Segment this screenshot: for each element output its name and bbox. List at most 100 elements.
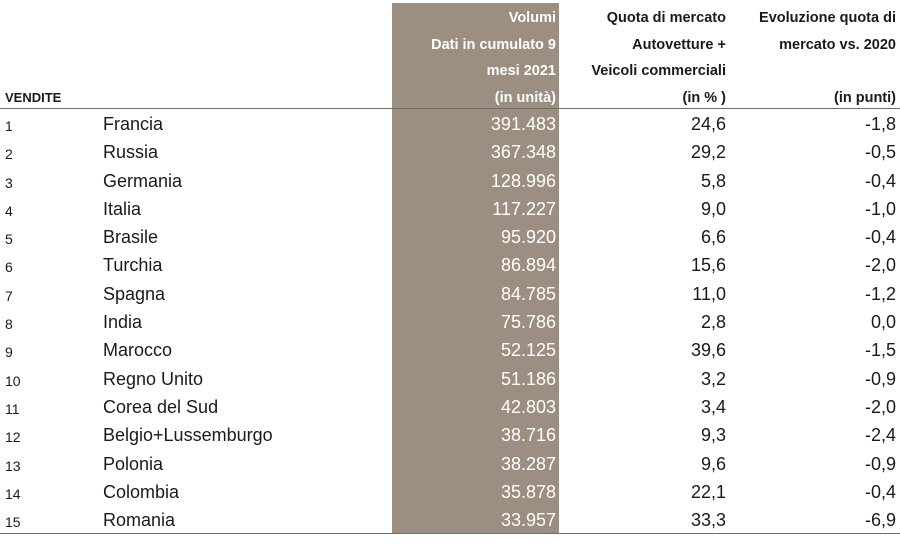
- volume-cell: 75.786: [500, 312, 556, 333]
- table-row: 1 Francia 391.483 24,6 -1,8: [0, 111, 900, 139]
- quota-cell: 5,8: [700, 170, 726, 191]
- country-cell: Russia: [103, 142, 159, 163]
- evoluzione-cell: -6,9: [864, 510, 896, 531]
- volume-column-background: [392, 3, 559, 533]
- volume-cell: 84.785: [500, 283, 556, 304]
- evoluzione-cell: -1,0: [864, 198, 896, 219]
- rank-cell: 6: [5, 259, 13, 276]
- rank-cell: 5: [5, 231, 13, 248]
- quota-cell: 39,6: [690, 340, 726, 361]
- volume-cell: 51.186: [500, 368, 556, 389]
- header-volumi-line: Volumi: [508, 10, 556, 26]
- country-cell: Marocco: [103, 340, 173, 361]
- quota-cell: 9,0: [700, 198, 726, 219]
- evoluzione-cell: -0,9: [864, 368, 896, 389]
- table-row: 14 Colombia 35.878 22,1 -0,4: [0, 479, 900, 507]
- quota-cell: 2,8: [700, 312, 726, 333]
- table-row: 12 Belgio+Lussemburgo 38.716 9,3 -2,4: [0, 422, 900, 450]
- volume-cell: 35.878: [500, 481, 556, 502]
- country-cell: Romania: [103, 510, 176, 531]
- country-cell: Regno Unito: [103, 368, 204, 389]
- table-row: 15 Romania 33.957 33,3 -6,9: [0, 507, 900, 535]
- quota-cell: 22,1: [690, 481, 726, 502]
- header-evoluzione-line: [728, 58, 896, 85]
- table-row: 2 Russia 367.348 29,2 -0,5: [0, 139, 900, 167]
- country-cell: Brasile: [103, 227, 159, 248]
- volume-cell: 38.716: [500, 425, 556, 446]
- header-evoluzione-line: mercato vs. 2020: [779, 36, 896, 53]
- header-quota: Quota di mercato Autovetture + Veicoli c…: [560, 5, 726, 111]
- country-cell: India: [103, 312, 143, 333]
- evoluzione-cell: -0,5: [864, 142, 896, 163]
- rank-cell: 13: [5, 457, 21, 474]
- rank-cell: 12: [5, 429, 21, 446]
- header-divider: [0, 108, 900, 109]
- rank-cell: 15: [5, 514, 21, 531]
- quota-cell: 24,6: [690, 114, 726, 134]
- table-row: 6 Turchia 86.894 15,6 -2,0: [0, 252, 900, 280]
- evoluzione-cell: -2,0: [864, 396, 896, 417]
- table-bottom-divider: [0, 533, 900, 534]
- volume-cell: 95.920: [500, 227, 556, 248]
- volume-cell: 117.227: [492, 198, 556, 219]
- rank-cell: 14: [5, 485, 21, 502]
- evoluzione-cell: -0,4: [864, 481, 896, 502]
- table-body: 1 Francia 391.483 24,6 -1,8 2 Russia 367…: [0, 111, 900, 535]
- table-row: 13 Polonia 38.287 9,6 -0,9: [0, 451, 900, 479]
- evoluzione-cell: -0,4: [864, 227, 896, 248]
- rank-cell: 10: [5, 372, 21, 389]
- volume-cell: 52.125: [500, 340, 556, 361]
- country-cell: Francia: [103, 114, 164, 134]
- rank-cell: 11: [5, 400, 20, 417]
- quota-cell: 15,6: [690, 255, 726, 276]
- volume-cell: 38.287: [500, 453, 556, 474]
- volume-cell: 42.803: [500, 396, 556, 417]
- table-row: 10 Regno Unito 51.186 3,2 -0,9: [0, 366, 900, 394]
- evoluzione-cell: -2,0: [864, 255, 896, 276]
- evoluzione-cell: 0,0: [870, 312, 896, 333]
- quota-cell: 9,3: [700, 425, 726, 446]
- rank-cell: 7: [5, 287, 13, 304]
- volume-cell: 367.348: [490, 142, 556, 163]
- header-quota-line: Quota di mercato: [606, 10, 726, 26]
- quota-cell: 11,0: [692, 283, 726, 304]
- quota-cell: 29,2: [690, 142, 726, 163]
- header-quota-line: (in % ): [682, 89, 727, 106]
- quota-cell: 3,4: [700, 396, 726, 417]
- evoluzione-cell: -1,5: [864, 340, 896, 361]
- country-cell: Italia: [103, 198, 142, 219]
- table-row: 5 Brasile 95.920 6,6 -0,4: [0, 224, 900, 252]
- quota-cell: 9,6: [700, 453, 726, 474]
- rank-cell: 4: [5, 202, 13, 219]
- country-cell: Spagna: [103, 283, 166, 304]
- header-volumi-line: Dati in cumulato 9: [431, 36, 556, 53]
- evoluzione-cell: -0,4: [864, 170, 896, 191]
- header-evoluzione-line: (in punti): [833, 89, 896, 106]
- evoluzione-cell: -1,2: [864, 283, 896, 304]
- country-cell: Polonia: [103, 453, 164, 474]
- rank-cell: 1: [5, 118, 13, 134]
- header-quota-line: Autovetture +: [632, 36, 726, 53]
- table-row: 8 India 75.786 2,8 0,0: [0, 309, 900, 337]
- rank-cell: 3: [5, 174, 13, 191]
- header-vendite: VENDITE: [5, 90, 62, 105]
- quota-cell: 6,6: [700, 227, 726, 248]
- table-row: 4 Italia 117.227 9,0 -1,0: [0, 196, 900, 224]
- table-row: 3 Germania 128.996 5,8 -0,4: [0, 168, 900, 196]
- evoluzione-cell: -2,4: [864, 425, 896, 446]
- header-evoluzione-line: Evoluzione quota di: [759, 10, 896, 26]
- table-row: 9 Marocco 52.125 39,6 -1,5: [0, 337, 900, 365]
- table-row: 7 Spagna 84.785 11,0 -1,2: [0, 281, 900, 309]
- quota-cell: 33,3: [690, 510, 726, 531]
- volume-cell: 86.894: [500, 255, 556, 276]
- evoluzione-cell: -0,9: [864, 453, 896, 474]
- quota-cell: 3,2: [700, 368, 726, 389]
- volume-cell: 391.483: [490, 114, 556, 134]
- country-cell: Corea del Sud: [103, 396, 219, 417]
- country-cell: Germania: [103, 170, 183, 191]
- rank-cell: 8: [5, 316, 13, 333]
- header-quota-line: Veicoli commerciali: [591, 63, 726, 79]
- header-volumi-line: mesi 2021: [486, 63, 556, 79]
- table-header: VENDITE Volumi Dati in cumulato 9 mesi 2…: [0, 0, 900, 108]
- header-evoluzione: Evoluzione quota di mercato vs. 2020 (in…: [728, 5, 896, 111]
